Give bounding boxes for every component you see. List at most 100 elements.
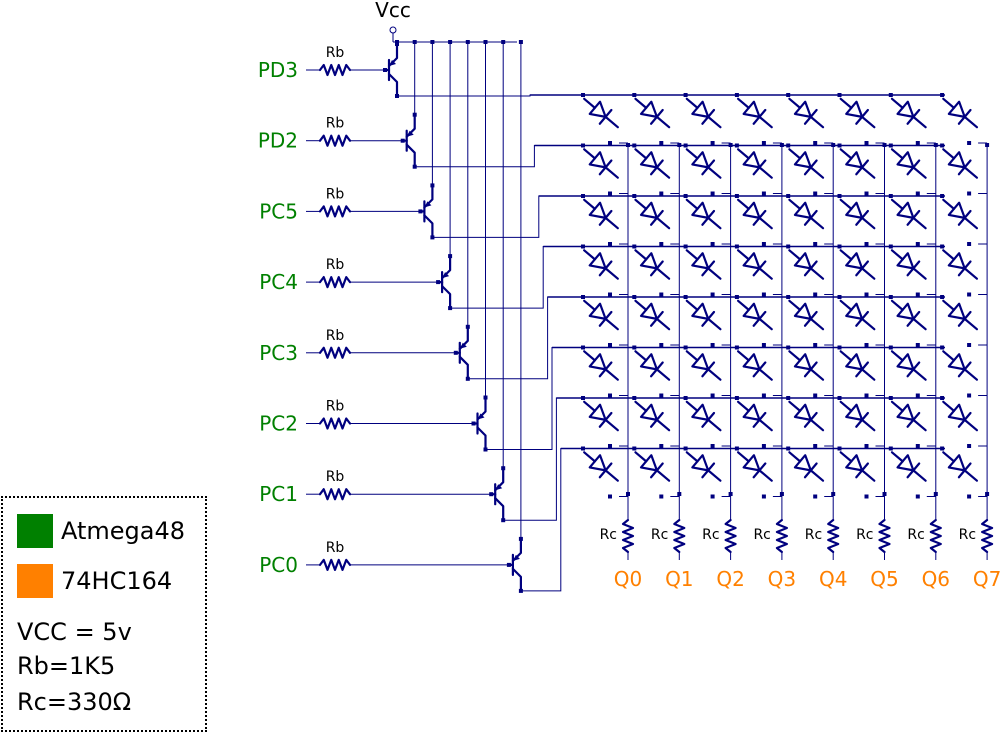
base-resistor	[318, 134, 352, 147]
led-lead	[758, 418, 773, 432]
col-output-label-q2: Q2	[716, 567, 744, 591]
led-anode-dot	[683, 194, 688, 198]
led-triangle	[691, 403, 710, 421]
led-lead	[890, 198, 904, 210]
transistor-collector	[387, 72, 399, 98]
devices	[306, 42, 994, 593]
led-anode-dot	[786, 244, 791, 249]
led-diode	[942, 249, 979, 280]
led-diode	[634, 451, 671, 482]
led-anode-dot	[786, 345, 791, 350]
led-lead	[604, 166, 619, 179]
led-anode-dot	[734, 295, 739, 299]
led-diode	[890, 198, 927, 230]
led-lead	[736, 299, 750, 311]
led-lead	[604, 368, 619, 381]
led-cathode-dot	[813, 494, 818, 499]
rb-label: Rb	[326, 399, 345, 415]
led-anode-dot	[940, 93, 945, 97]
led-diode	[788, 97, 825, 129]
column-resistor	[929, 518, 942, 554]
led-lead	[583, 148, 596, 160]
vcc-bus-dot	[518, 40, 523, 44]
led-triangle	[793, 302, 812, 320]
transistor-collector	[494, 497, 505, 522]
led-diode	[685, 299, 722, 331]
led-anode-dot	[632, 446, 637, 451]
led-anode-dot	[837, 295, 842, 299]
atmega-color-swatch	[17, 514, 53, 548]
led-cathode-dot	[915, 444, 920, 448]
led-triangle	[793, 403, 812, 421]
led-triangle	[588, 100, 607, 118]
led-triangle	[691, 201, 710, 219]
collector-wire	[450, 246, 583, 309]
row-input-label-pd3: PD3	[258, 58, 298, 82]
led-triangle	[742, 302, 761, 320]
led-cathode-dot	[761, 393, 766, 398]
led-anode-dot	[734, 143, 739, 148]
led-lead	[912, 368, 927, 381]
led-cathode-dot	[608, 191, 612, 196]
led-anode-dot	[632, 345, 637, 350]
led-anode-dot	[786, 295, 791, 299]
led-cathode-dot	[608, 494, 612, 499]
led-diode	[942, 148, 979, 179]
led-triangle	[793, 252, 812, 270]
led-anode-dot	[940, 143, 945, 148]
led-diode	[685, 198, 722, 230]
led-lead	[860, 469, 876, 482]
rb-label: Rb	[326, 116, 345, 132]
led-lead	[963, 166, 979, 179]
led-lead	[912, 115, 927, 129]
column-bottom-dot	[728, 492, 733, 496]
led-diode	[634, 249, 671, 280]
column-top-dot	[779, 143, 784, 147]
led-cathode-dot	[967, 242, 972, 246]
led-cathode-dot	[608, 444, 612, 448]
led-cathode-dot	[967, 393, 972, 398]
led-lead	[912, 166, 927, 179]
led-lead	[912, 267, 927, 280]
led-lead	[707, 418, 722, 432]
collector-wire	[503, 397, 583, 521]
led-lead	[839, 148, 853, 160]
led-lead	[809, 469, 825, 482]
led-lead	[655, 368, 671, 381]
led-lead	[655, 469, 671, 482]
led-diode	[890, 148, 927, 179]
led-anode-dot	[888, 345, 893, 350]
led-lead	[583, 400, 596, 412]
led-lead	[583, 198, 596, 210]
led-lead	[963, 267, 979, 280]
led-triangle	[845, 151, 864, 169]
led-cathode-dot	[864, 242, 869, 246]
led-lead	[942, 299, 956, 311]
led-anode-dot	[888, 244, 893, 249]
base-resistor	[318, 205, 352, 218]
led-triangle	[896, 454, 915, 472]
labels: Vcc PD3 Rb PD2 Rb PC5 Rb PC4 Rb PC3 Rb PC2 Rb PC1 Rb P…	[258, 0, 1000, 591]
led-cathode-dot	[608, 393, 612, 398]
led-triangle	[588, 151, 607, 169]
led-lead	[942, 451, 956, 463]
led-cathode-dot	[915, 242, 920, 246]
led-triangle	[947, 151, 966, 169]
led-cathode-dot	[915, 191, 920, 196]
led-diode	[583, 451, 619, 482]
led-triangle	[793, 454, 812, 472]
transistor-collector	[405, 143, 416, 168]
vcc-bus-dot	[448, 40, 453, 44]
column-top-dot	[831, 143, 836, 147]
led-lead	[736, 148, 750, 160]
legend-atmega-label: Atmega48	[61, 517, 186, 545]
led-lead	[655, 418, 671, 432]
led-diode	[942, 299, 979, 331]
led-lead	[912, 317, 927, 331]
led-lead	[839, 97, 853, 109]
led-triangle	[947, 302, 966, 320]
led-diode	[583, 97, 619, 129]
led-cathode-dot	[710, 191, 715, 196]
led-lead	[788, 97, 802, 109]
